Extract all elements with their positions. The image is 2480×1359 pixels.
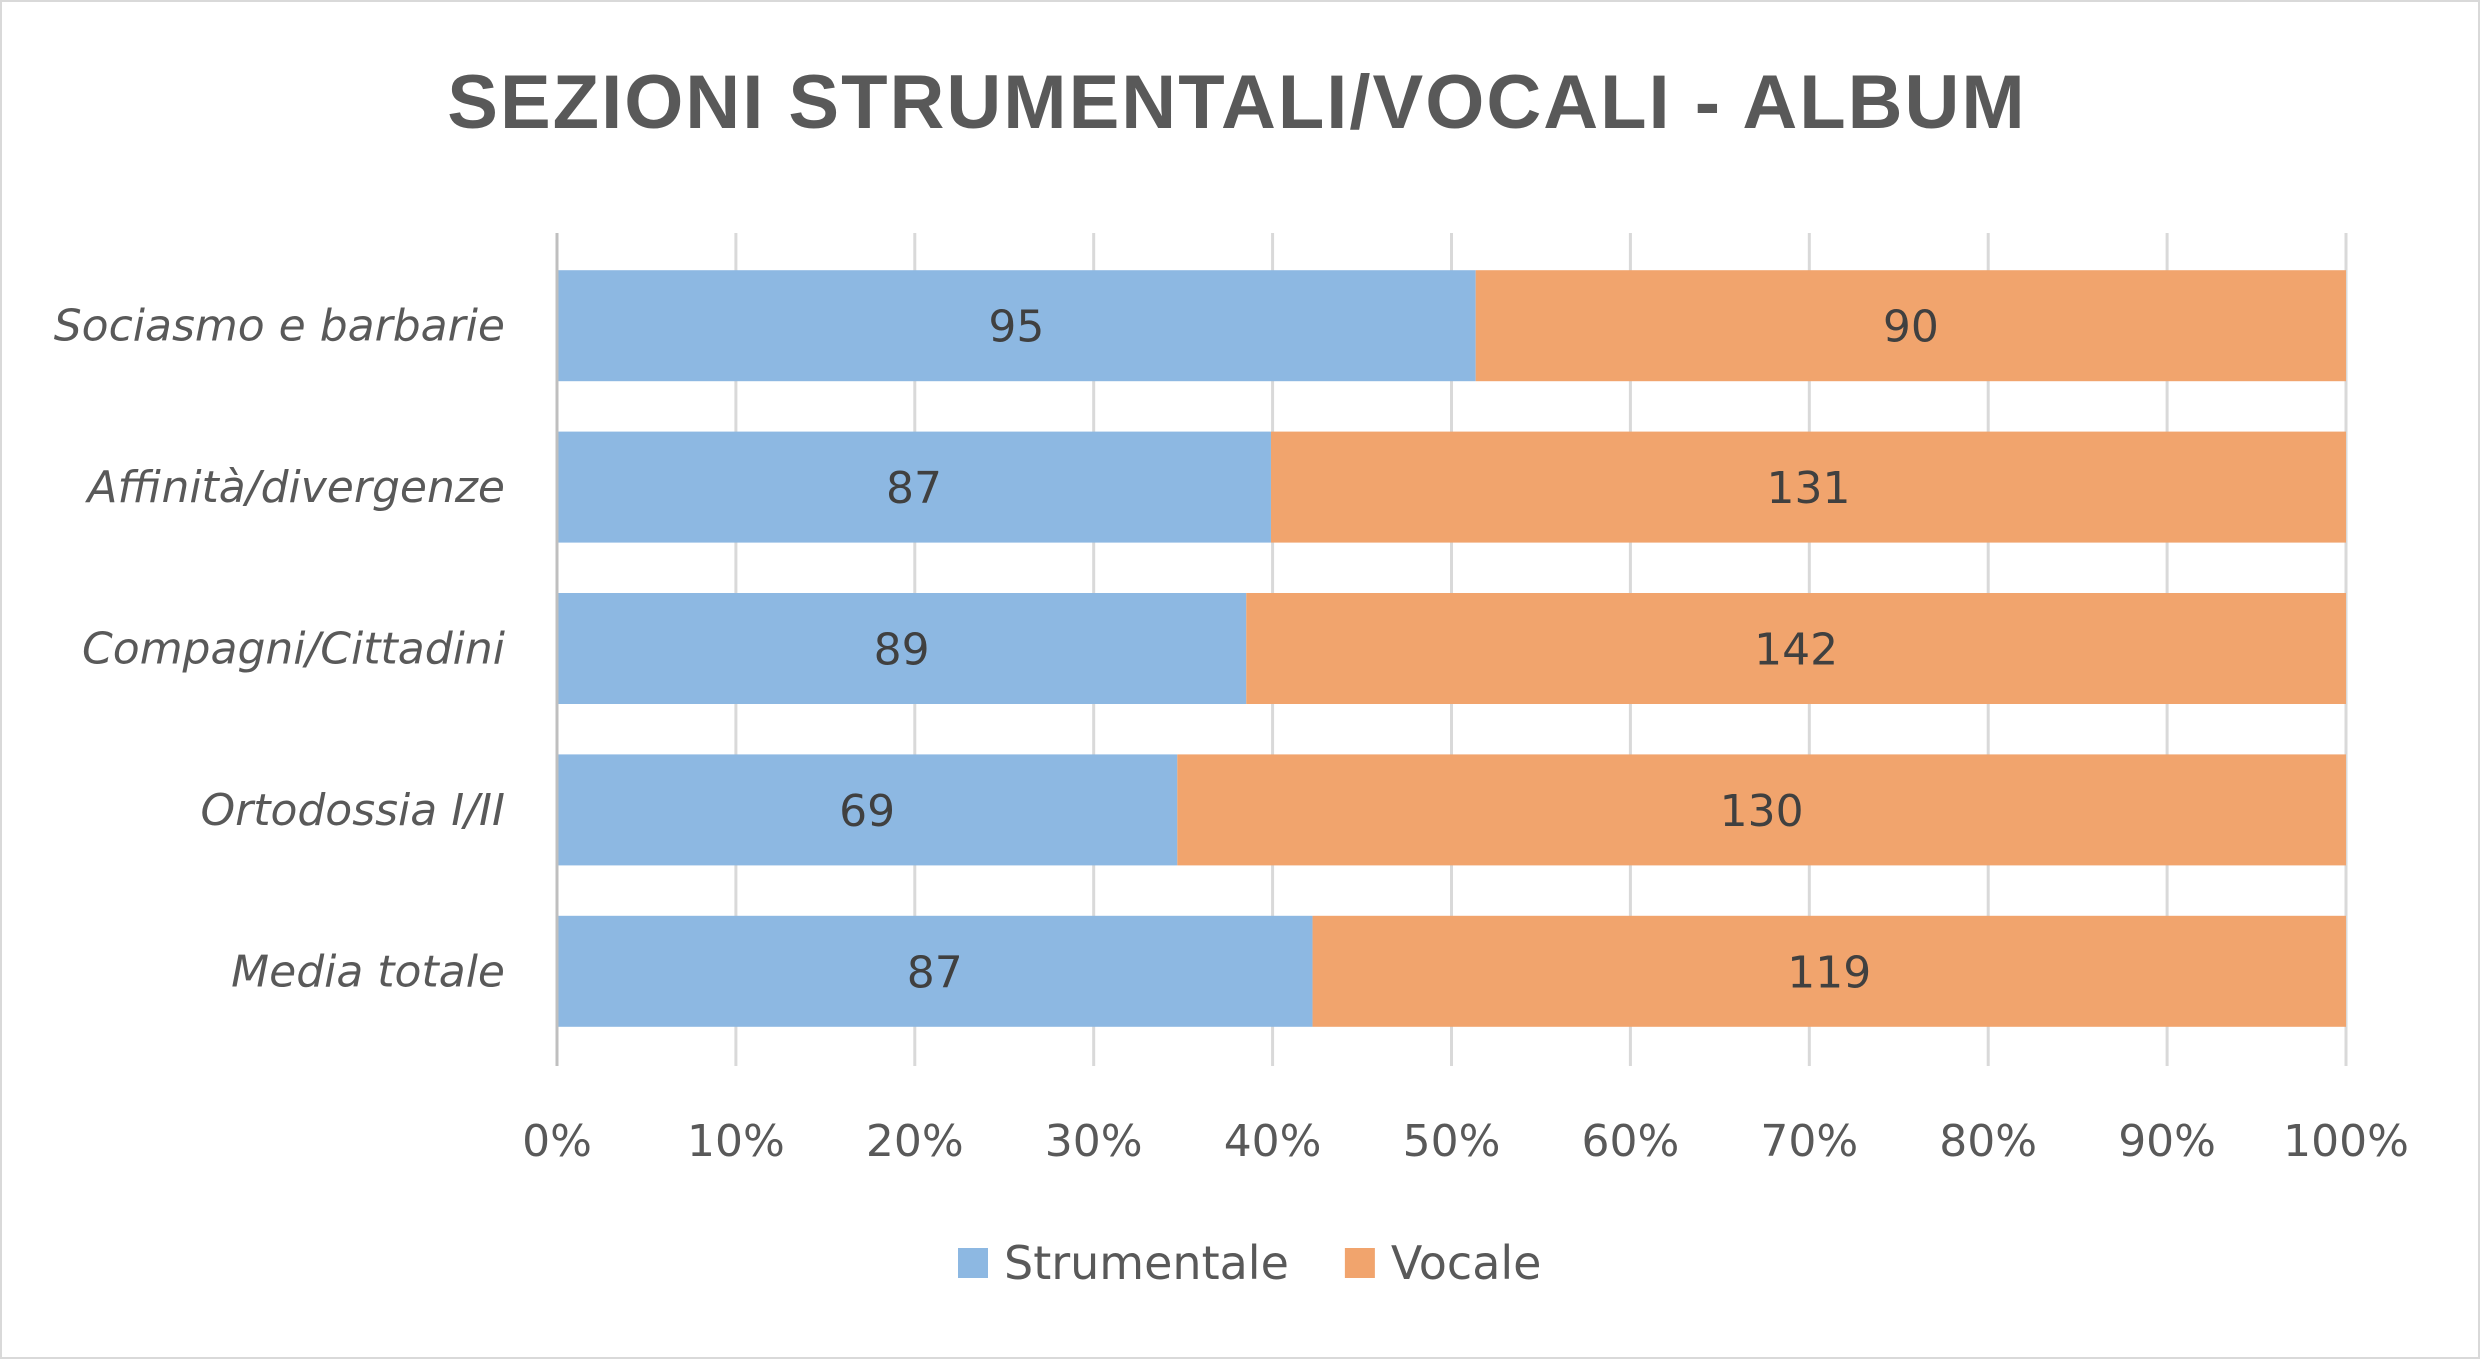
bars: 95 90 87 131 89 142 69 130 87 119 (557, 270, 2346, 1027)
category-label: Compagni/Cittadini (82, 624, 506, 675)
data-label: 95 (988, 302, 1044, 353)
legend-swatch (958, 1248, 988, 1278)
data-label: 69 (839, 786, 895, 837)
legend: Strumentale Vocale (958, 1236, 1541, 1290)
bar-segment (557, 431, 1271, 543)
bar-segment (557, 754, 1178, 866)
x-tick-label: 50% (1403, 1116, 1501, 1167)
x-tick-label: 100% (2283, 1116, 2409, 1167)
x-tick-label: 80% (1939, 1116, 2037, 1167)
category-label: Affinità/divergenze (84, 462, 505, 513)
x-tick-label: 60% (1582, 1116, 1680, 1167)
x-tick-label: 20% (866, 1116, 964, 1167)
bar-segment (557, 915, 1313, 1027)
bar-segment (557, 270, 1476, 382)
bar-segment (1246, 593, 2346, 704)
bar-segment (1312, 915, 2346, 1027)
x-tick-label: 90% (2118, 1116, 2216, 1167)
data-label: 87 (886, 463, 942, 514)
x-tick-label: 30% (1045, 1116, 1143, 1167)
legend-swatch (1344, 1248, 1375, 1278)
data-label: 131 (1766, 463, 1850, 514)
data-label: 142 (1754, 625, 1838, 676)
chart-title: SEZIONI STRUMENTALI/VOCALI - ALBUM (447, 60, 2026, 145)
x-tick-label: 0% (522, 1116, 592, 1167)
x-tick-label: 70% (1760, 1116, 1858, 1167)
data-label: 119 (1787, 947, 1871, 998)
data-label: 87 (907, 947, 963, 998)
category-label: Ortodossia I/II (200, 785, 505, 836)
x-tick-label: 40% (1224, 1116, 1322, 1167)
data-label: 90 (1883, 302, 1939, 353)
x-tick-label: 10% (687, 1116, 785, 1167)
legend-label: Vocale (1391, 1236, 1542, 1290)
legend-label: Strumentale (1004, 1236, 1289, 1290)
category-label: Sociasmo e barbarie (54, 301, 505, 352)
data-label: 89 (874, 625, 930, 676)
bar-segment (1177, 754, 2346, 866)
axes: 0% 10% 20% 30% 40% 50% 60% 70% 80% 90% 100% Sociasm… (54, 233, 2409, 1167)
bar-segment (557, 593, 1247, 704)
data-label: 130 (1720, 786, 1804, 837)
bar-segment (1475, 270, 2346, 382)
bar-segment (1270, 431, 2346, 543)
category-label: Media totale (231, 946, 505, 997)
